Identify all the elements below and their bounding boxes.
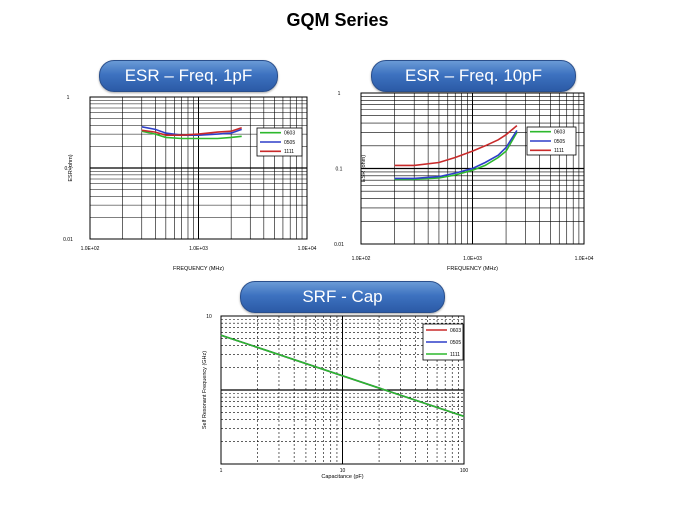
x-tick-label: 10: [340, 468, 346, 474]
x-tick-label: 1.0E+02: [81, 246, 100, 252]
legend-label: 1111: [284, 149, 294, 155]
x-axis-label: Capacitance (pF): [321, 474, 363, 480]
legend-label: 0603: [284, 130, 295, 136]
series-line-0603: [394, 132, 518, 181]
y-tick-label: 0.1: [65, 166, 72, 172]
y-tick-label: 1: [67, 95, 70, 101]
chart-3: [220, 315, 465, 465]
y-tick-label: 1: [338, 91, 341, 97]
chart-1: [89, 96, 308, 240]
x-axis-label: FREQUENCY (MHz): [173, 266, 224, 272]
y-tick-label: 10: [206, 314, 212, 320]
series-line-1111: [394, 124, 518, 167]
legend-label: 1111: [554, 148, 564, 154]
page-title: GQM Series: [286, 10, 389, 30]
x-tick-label: 1.0E+03: [189, 246, 208, 252]
y-tick-label: 0.1: [336, 167, 343, 173]
x-tick-label: 1.0E+03: [463, 256, 482, 262]
legend-label: 0505: [450, 340, 461, 346]
x-tick-label: 1.0E+02: [352, 256, 371, 262]
x-tick-label: 100: [460, 468, 469, 474]
esr-1pf-pill: ESR – Freq. 1pF: [99, 60, 278, 92]
series-line-0603: [141, 130, 242, 140]
legend-label: 1111: [450, 352, 460, 358]
y-axis-label: Self Resonant Frequency (GHz): [202, 351, 208, 429]
legend-label: 0603: [450, 328, 461, 334]
series-line-1111: [220, 334, 465, 418]
series-line-1111: [141, 126, 242, 136]
series-line-0505: [394, 129, 518, 180]
y-axis-label: ESR (ohm): [68, 154, 74, 181]
x-axis-label: FREQUENCY (MHz): [447, 266, 498, 272]
legend-label: 0505: [284, 140, 295, 146]
chart-2: [360, 92, 585, 245]
x-tick-label: 1.0E+04: [575, 256, 594, 262]
x-tick-label: 1: [220, 468, 223, 474]
esr-10pf-pill: ESR – Freq. 10pF: [371, 60, 576, 92]
srf-cap-pill: SRF - Cap: [240, 281, 445, 313]
legend-label: 0505: [554, 139, 565, 145]
y-tick-label: 0.01: [334, 242, 344, 248]
legend-label: 0603: [554, 129, 565, 135]
y-axis-label: ESR (ohm): [361, 155, 367, 182]
y-tick-label: 0.01: [63, 237, 73, 243]
x-tick-label: 1.0E+04: [298, 246, 317, 252]
